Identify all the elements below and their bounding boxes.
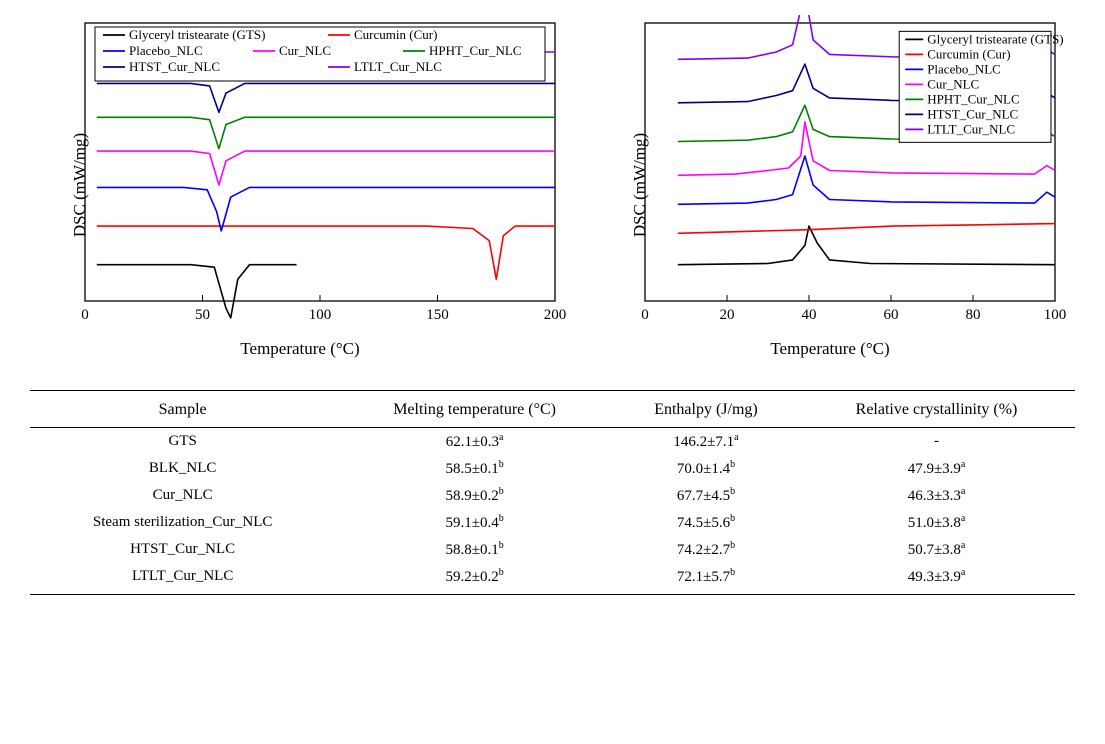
svg-text:Glyceryl tristearate (GTS): Glyceryl tristearate (GTS) [927,31,1063,46]
col-crystallinity: Relative crystallinity (%) [798,391,1075,428]
cell-enthalpy: 67.7±4.5b [614,482,798,509]
table-row: Cur_NLC58.9±0.2b67.7±4.5b46.3±3.3a [30,482,1075,509]
cell-crystallinity: 51.0±3.8a [798,509,1075,536]
svg-text:Curcumin (Cur): Curcumin (Cur) [927,46,1010,61]
svg-text:0: 0 [81,307,89,323]
table-row: HTST_Cur_NLC58.8±0.1b74.2±2.7b50.7±3.8a [30,536,1075,563]
col-enthalpy: Enthalpy (J/mg) [614,391,798,428]
cell-enthalpy: 74.2±2.7b [614,536,798,563]
svg-text:Placebo_NLC: Placebo_NLC [129,43,203,58]
svg-text:HTST_Cur_NLC: HTST_Cur_NLC [927,106,1018,121]
svg-text:Glyceryl tristearate (GTS): Glyceryl tristearate (GTS) [129,27,265,42]
cell-enthalpy: 72.1±5.7b [614,563,798,595]
svg-text:100: 100 [1044,307,1067,323]
cell-melting: 58.5±0.1b [335,455,614,482]
x-axis-label: Temperature (°C) [240,339,359,359]
dsc-heating-chart: DSC (mW/mg) 0 50 100 150 200 Glyceryl tristea… [30,15,570,355]
cell-sample: LTLT_Cur_NLC [30,563,335,595]
col-sample: Sample [30,391,335,428]
chart-left-svg: 0 50 100 150 200 Glyceryl tristearate (GTS) Cu… [30,15,570,330]
cell-melting: 58.8±0.1b [335,536,614,563]
table-row: BLK_NLC58.5±0.1b70.0±1.4b47.9±3.9a [30,455,1075,482]
cell-sample: HTST_Cur_NLC [30,536,335,563]
cell-enthalpy: 146.2±7.1a [614,428,798,456]
svg-text:200: 200 [544,307,567,323]
cell-crystallinity: 47.9±3.9a [798,455,1075,482]
svg-text:HPHT_Cur_NLC: HPHT_Cur_NLC [429,43,521,58]
svg-text:0: 0 [641,307,649,323]
cell-sample: BLK_NLC [30,455,335,482]
cell-melting: 59.2±0.2b [335,563,614,595]
svg-text:Placebo_NLC: Placebo_NLC [927,61,1001,76]
svg-text:100: 100 [309,307,332,323]
table-row: GTS62.1±0.3a146.2±7.1a- [30,428,1075,456]
svg-text:Cur_NLC: Cur_NLC [279,43,331,58]
y-axis-label: DSC (mW/mg) [70,133,90,237]
svg-text:Cur_NLC: Cur_NLC [927,76,979,91]
svg-text:20: 20 [720,307,735,323]
svg-text:60: 60 [884,307,899,323]
svg-text:HPHT_Cur_NLC: HPHT_Cur_NLC [927,91,1019,106]
cell-melting: 62.1±0.3a [335,428,614,456]
col-melting: Melting temperature (°C) [335,391,614,428]
cell-sample: GTS [30,428,335,456]
svg-text:40: 40 [802,307,817,323]
dsc-cooling-chart: DSC (mW/mg) 0 20 40 60 80 100 Glyceryl tristea… [590,15,1070,355]
svg-text:150: 150 [426,307,449,323]
cell-crystallinity: 50.7±3.8a [798,536,1075,563]
table-header-row: Sample Melting temperature (°C) Enthalpy… [30,391,1075,428]
cell-crystallinity: 49.3±3.9a [798,563,1075,595]
cell-sample: Cur_NLC [30,482,335,509]
chart-right-svg: 020406080100Glyceryl tristearate (GTS)Cu… [590,15,1070,330]
thermal-properties-table: Sample Melting temperature (°C) Enthalpy… [30,390,1075,595]
cell-crystallinity: - [798,428,1075,456]
y-axis-label: DSC (mW/mg) [630,133,650,237]
x-axis-label: Temperature (°C) [770,339,889,359]
svg-text:LTLT_Cur_NLC: LTLT_Cur_NLC [927,121,1015,136]
svg-text:80: 80 [966,307,981,323]
svg-text:50: 50 [195,307,210,323]
svg-text:Curcumin (Cur): Curcumin (Cur) [354,27,437,42]
table-row: Steam sterilization_Cur_NLC59.1±0.4b74.5… [30,509,1075,536]
cell-crystallinity: 46.3±3.3a [798,482,1075,509]
cell-enthalpy: 70.0±1.4b [614,455,798,482]
svg-text:HTST_Cur_NLC: HTST_Cur_NLC [129,59,220,74]
cell-melting: 59.1±0.4b [335,509,614,536]
svg-text:LTLT_Cur_NLC: LTLT_Cur_NLC [354,59,442,74]
table-row: LTLT_Cur_NLC59.2±0.2b72.1±5.7b49.3±3.9a [30,563,1075,595]
cell-melting: 58.9±0.2b [335,482,614,509]
charts-row: DSC (mW/mg) 050100150200Glyceryl tristea… [30,15,1075,355]
cell-sample: Steam sterilization_Cur_NLC [30,509,335,536]
cell-enthalpy: 74.5±5.6b [614,509,798,536]
